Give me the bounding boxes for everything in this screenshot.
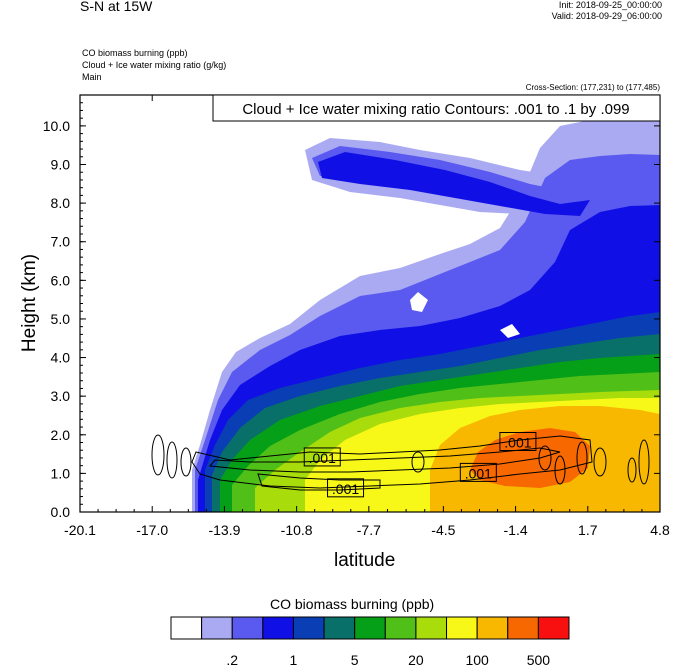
colorbar-tick-label: 5 <box>350 652 359 668</box>
contour-cell <box>411 451 425 473</box>
contour-label: .001 <box>309 450 336 466</box>
y-tick-label: 3.0 <box>51 388 71 404</box>
field-label-main: Main <box>82 72 102 82</box>
colorbar-tick-label: 1 <box>289 652 298 668</box>
x-tick-label: -7.7 <box>357 522 381 538</box>
colorbar-swatch <box>292 616 325 640</box>
x-tick-label: -20.1 <box>64 522 96 538</box>
valid-time: Valid: 2018-09-29_06:00:00 <box>551 11 662 21</box>
contour-label-box <box>499 432 537 451</box>
contour-cell <box>538 445 552 471</box>
y-tick-label: 9.0 <box>51 157 71 173</box>
colorbar-swatch <box>201 616 233 640</box>
contour-info-text: Cloud + Ice water mixing ratio Contours:… <box>242 101 629 118</box>
cloud-contours <box>151 434 650 491</box>
field-label-cloud: Cloud + Ice water mixing ratio (g/kg) <box>82 60 227 70</box>
colorbar-title: CO biomass burning (ppb) <box>270 596 435 612</box>
colorbar-swatch <box>415 616 448 640</box>
colorbar-swatch <box>537 616 570 640</box>
colorbar-swatch <box>384 616 417 640</box>
y-tick-label: 10.0 <box>43 118 70 134</box>
field-shading <box>192 114 660 512</box>
contour-cell <box>554 455 566 485</box>
contour-cell <box>627 457 637 483</box>
contour-label: .001 <box>332 481 359 497</box>
gap-white-2 <box>500 324 520 338</box>
contour-label: .001 <box>504 435 531 451</box>
y-tick-label: 8.0 <box>51 195 71 211</box>
x-tick-label: -17.0 <box>136 522 168 538</box>
plot-title: S-N at 15W <box>80 0 153 14</box>
y-tick-label: 6.0 <box>51 272 71 288</box>
x-tick-label: -4.5 <box>431 522 455 538</box>
colorbar-swatch <box>231 616 264 640</box>
colorbar-swatch <box>262 616 294 640</box>
contour-cell <box>151 434 165 476</box>
co-band-5-upper <box>318 152 590 216</box>
x-tick-label: -10.8 <box>281 522 313 538</box>
y-tick-label: 2.0 <box>51 427 71 443</box>
init-time: Init: 2018-09-25_00:00:00 <box>558 0 662 10</box>
gap-white <box>410 292 428 312</box>
contour-cell <box>180 447 192 477</box>
contour-labels: .001 .001 .001 .001 <box>303 432 537 498</box>
colorbar-tick-label: 500 <box>526 652 551 668</box>
time-info: Init: 2018-09-25_00:00:00 Valid: 2018-09… <box>552 0 662 22</box>
axes: -20.1 -17.0 -13.9 -10.8 -7.7 -4.5 -1.4 1.7 4.8 0.… <box>43 94 670 538</box>
y-tick-label: 4.0 <box>51 350 71 366</box>
x-tick-label: 4.8 <box>650 522 670 538</box>
y-tick-label: 1.0 <box>51 465 71 481</box>
contour-low <box>257 473 381 491</box>
y-tick-label: 5.0 <box>51 311 71 327</box>
colorbar-tick-label: 100 <box>465 652 489 668</box>
x-tick-label: 1.7 <box>578 522 598 538</box>
colorbar-swatch <box>476 616 509 640</box>
x-tick-label: -13.9 <box>208 522 240 538</box>
contour-cell <box>576 441 588 475</box>
colorbar-tick-label: 20 <box>408 652 424 668</box>
y-tick-label: 0.0 <box>51 504 71 520</box>
contour-label-box <box>327 478 365 498</box>
contour-cell <box>593 447 607 477</box>
contour-label-box <box>303 447 341 467</box>
colorbar-swatch <box>446 616 478 640</box>
contour-cell <box>638 439 650 485</box>
contour-label-box <box>459 462 497 482</box>
cross-section-label: Cross-Section: (177,231) to (177,485) <box>525 83 660 92</box>
colorbar-tick-label: .2 <box>226 652 239 668</box>
contour-cell <box>166 441 178 479</box>
contour-info-box <box>212 94 661 122</box>
y-axis-label: Height (km) <box>19 253 40 353</box>
colorbar-swatch <box>170 616 203 640</box>
colorbar-swatch <box>507 616 539 640</box>
colorbar-swatch <box>323 616 356 640</box>
field-label-co: CO biomass burning (ppb) <box>82 48 188 58</box>
contour-label: .001 <box>465 465 492 481</box>
x-tick-label: -1.4 <box>504 522 528 538</box>
colorbar <box>170 616 570 640</box>
y-tick-label: 7.0 <box>51 234 71 250</box>
colorbar-swatch <box>354 616 386 640</box>
contour-main <box>191 435 593 489</box>
x-axis-label: latitude <box>334 550 396 571</box>
